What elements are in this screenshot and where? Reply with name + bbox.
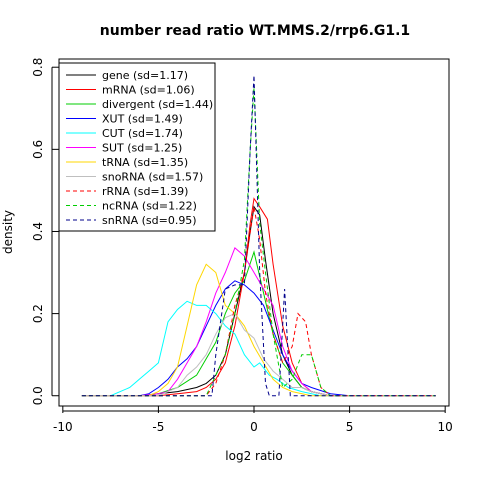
x-tick-label: -5 xyxy=(152,420,164,434)
y-axis-label: density xyxy=(1,210,15,254)
x-axis: -10 -5 0 5 10 xyxy=(53,406,453,434)
x-tick-label: 5 xyxy=(346,420,354,434)
series-line-1 xyxy=(81,197,436,397)
legend-label: mRNA (sd=1.06) xyxy=(102,84,195,97)
chart-title: number read ratio WT.MMS.2/rrp6.G1.1 xyxy=(100,23,410,39)
series-line-10 xyxy=(81,75,436,397)
legend-label: XUT (sd=1.49) xyxy=(102,113,183,126)
y-tick-label: 0.4 xyxy=(31,222,45,241)
x-axis-label: log2 ratio xyxy=(225,449,282,463)
legend-label: gene (sd=1.17) xyxy=(102,69,188,82)
series-line-8 xyxy=(81,206,436,397)
series-line-5 xyxy=(81,247,436,397)
series-line-6 xyxy=(81,263,436,397)
x-tick-label: 10 xyxy=(438,420,453,434)
y-tick-label: 0.0 xyxy=(31,386,45,405)
y-tick-label: 0.8 xyxy=(31,58,45,77)
series-line-7 xyxy=(81,312,436,397)
legend-label: ncRNA (sd=1.22) xyxy=(102,200,197,213)
x-tick-label: -10 xyxy=(53,420,73,434)
legend-label: rRNA (sd=1.39) xyxy=(102,185,188,198)
y-tick-label: 0.2 xyxy=(31,304,45,323)
series-line-0 xyxy=(81,205,436,397)
y-tick-label: 0.6 xyxy=(31,140,45,159)
series-line-2 xyxy=(81,250,436,397)
legend: gene (sd=1.17) mRNA (sd=1.06)divergent (s… xyxy=(58,62,216,232)
legend-label: snRNA (sd=0.95) xyxy=(102,214,197,227)
legend-label: SUT (sd=1.25) xyxy=(102,142,182,155)
legend-label: tRNA (sd=1.35) xyxy=(102,156,188,169)
series-line-4 xyxy=(81,300,436,397)
series-line-3 xyxy=(81,280,436,397)
legend-label: snoRNA (sd=1.57) xyxy=(102,171,203,184)
series-lines xyxy=(81,75,436,397)
series-line-9 xyxy=(81,87,436,397)
x-tick-label: 0 xyxy=(250,420,258,434)
legend-label: CUT (sd=1.74) xyxy=(102,127,183,140)
y-axis: 0.0 0.2 0.4 0.6 0.8 xyxy=(31,58,59,405)
legend-label: divergent (sd=1.44) xyxy=(102,98,213,111)
